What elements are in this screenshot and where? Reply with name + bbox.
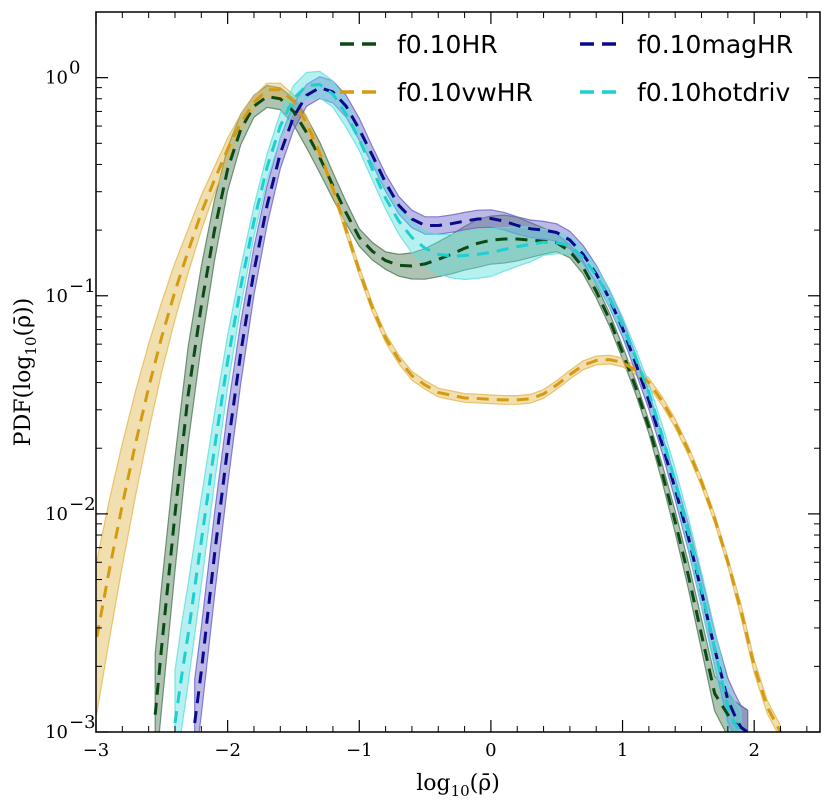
legend: f0.10HR f0.10magHR f0.10vwHR f0.10hotdriv — [340, 30, 793, 107]
band-f0.10HR — [154, 84, 749, 732]
band-f0.10vwHR — [96, 82, 782, 732]
legend-label-f0.10vwHR: f0.10vwHR — [397, 78, 533, 107]
x-tick-label: −2 — [214, 740, 241, 761]
y-tick-label: 10 — [45, 722, 68, 743]
legend-label-f0.10HR: f0.10HR — [397, 30, 498, 59]
x-tick-label: −3 — [83, 740, 110, 761]
band-f0.10magHR — [194, 76, 749, 732]
line-f0.10hotdriv — [173, 83, 743, 732]
legend-label-f0.10hotdriv: f0.10hotdriv — [637, 78, 791, 107]
y-tick-exponent: −1 — [69, 276, 96, 297]
y-tick-exponent: −2 — [69, 494, 96, 515]
y-tick-exponent: −3 — [69, 712, 96, 733]
y-tick-label: 10 — [45, 286, 68, 307]
x-tick-label: 1 — [617, 740, 628, 761]
y-axis-label: PDF(log10(ρ̄)) — [11, 298, 40, 446]
x-tick-label: −1 — [346, 740, 373, 761]
x-axis-label: log10(ρ̄) — [416, 771, 500, 800]
y-tick-label: 10 — [45, 68, 68, 89]
line-f0.10vwHR — [96, 88, 782, 732]
x-tick-label: 2 — [748, 740, 759, 761]
y-tick-exponent: 0 — [69, 58, 80, 79]
series-lines — [96, 83, 782, 732]
plot-frame — [95, 11, 821, 733]
line-f0.10magHR — [193, 86, 749, 732]
y-tick-label: 10 — [45, 504, 68, 525]
legend-label-f0.10magHR: f0.10magHR — [637, 30, 793, 59]
x-tick-label: 0 — [485, 740, 496, 761]
line-f0.10HR — [153, 95, 749, 732]
